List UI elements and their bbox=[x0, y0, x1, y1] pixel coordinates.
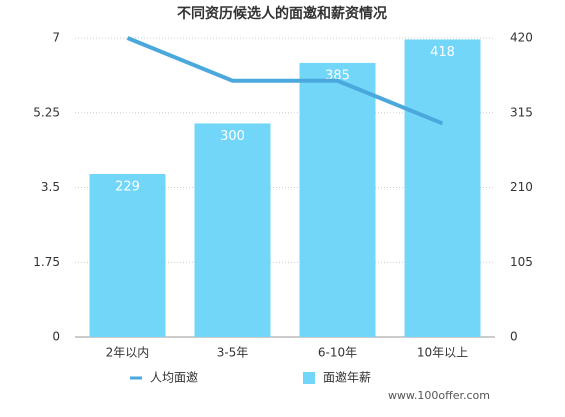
chart-title: 不同资历候选人的面邀和薪资情况 bbox=[177, 5, 387, 22]
source: www.100offer.com bbox=[388, 389, 490, 402]
bar bbox=[89, 173, 166, 337]
y2-tick-label: 420 bbox=[510, 31, 533, 45]
legend-label: 面邀年薪 bbox=[323, 370, 371, 385]
y-tick-label: 7 bbox=[52, 31, 60, 45]
y2-tick-label: 105 bbox=[510, 255, 533, 269]
bar bbox=[299, 62, 376, 338]
y2-tick-label: 0 bbox=[510, 330, 518, 344]
data-label: 300 bbox=[220, 129, 245, 144]
x-tick-label: 10年以上 bbox=[417, 346, 468, 360]
line bbox=[126, 36, 444, 126]
y2-tick-label: 210 bbox=[510, 180, 533, 194]
y-tick-label: 1.75 bbox=[33, 255, 60, 269]
legend-label: 人均面邀 bbox=[150, 370, 198, 385]
y-tick-label: 3.5 bbox=[41, 180, 60, 194]
data-label: 229 bbox=[115, 179, 140, 194]
data-label: 418 bbox=[430, 45, 455, 60]
y2-tick-label: 315 bbox=[510, 105, 533, 119]
bar bbox=[404, 39, 481, 338]
y-tick-label: 0 bbox=[52, 330, 60, 344]
y-tick-label: 5.25 bbox=[33, 105, 60, 119]
x-tick-label: 3-5年 bbox=[217, 346, 249, 360]
bar bbox=[194, 123, 271, 337]
legend-swatch bbox=[303, 372, 315, 384]
x-tick-label: 2年以内 bbox=[106, 346, 150, 360]
x-tick-label: 6-10年 bbox=[318, 346, 357, 360]
